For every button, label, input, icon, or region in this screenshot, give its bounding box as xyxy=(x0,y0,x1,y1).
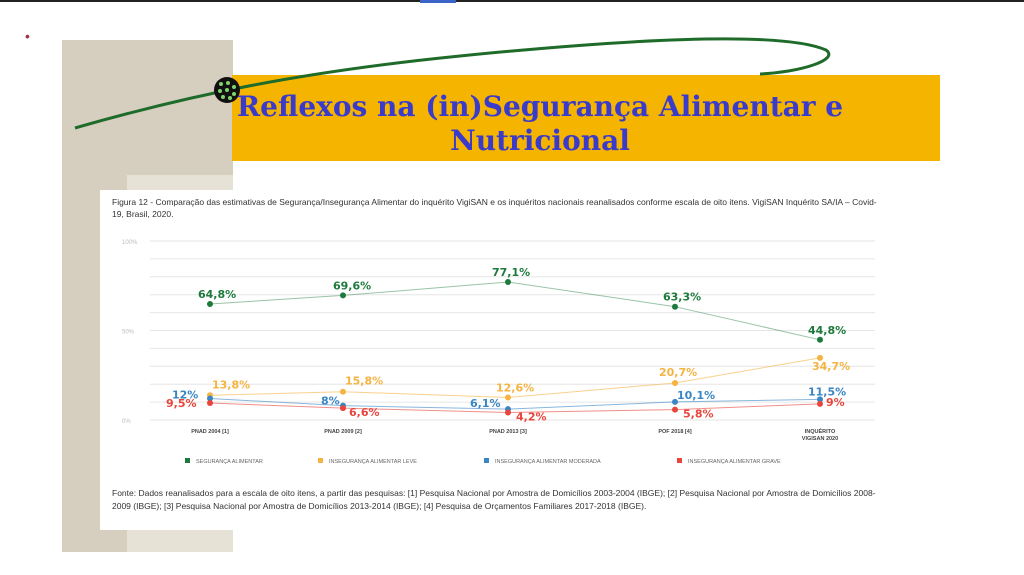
data-label: 12,6% xyxy=(496,381,534,394)
data-label: 9% xyxy=(826,396,845,409)
data-label: 34,7% xyxy=(812,360,850,373)
x-tick-label: PNAD 2004 [1] xyxy=(191,429,229,435)
figure-caption: Figura 12 - Comparação das estimativas d… xyxy=(112,197,877,219)
legend-label: INSEGURANÇA ALIMENTAR MODERADA xyxy=(495,459,601,465)
data-point xyxy=(672,406,678,413)
data-point xyxy=(672,379,678,386)
slide-title: Reflexos na (in)Segurança Alimentar e Nu… xyxy=(140,90,940,158)
slide-bullet: • xyxy=(25,28,30,44)
legend-label: INSEGURANÇA ALIMENTAR LEVE xyxy=(329,459,417,465)
slide-title-line-2: Nutricional xyxy=(450,124,630,157)
top-border-accent xyxy=(420,0,456,3)
data-label: 12% xyxy=(172,389,198,402)
x-tick-label: POF 2018 [4] xyxy=(658,429,691,435)
figure-panel: Figura 12 - Comparação das estimativas d… xyxy=(100,190,885,530)
data-label: 8% xyxy=(321,395,340,408)
legend-label: INSEGURANÇA ALIMENTAR GRAVE xyxy=(688,459,781,465)
data-label: 63,3% xyxy=(663,291,701,304)
data-point xyxy=(672,303,678,310)
legend-swatch xyxy=(185,458,190,463)
top-border-line xyxy=(0,0,1024,2)
data-point xyxy=(817,354,823,361)
data-point xyxy=(505,409,511,416)
x-tick-label: INQUÉRITO xyxy=(805,427,836,435)
data-label: 69,6% xyxy=(333,279,371,292)
data-label: 15,8% xyxy=(345,375,383,388)
slide-title-line-1: Reflexos na (in)Segurança Alimentar e xyxy=(236,90,844,123)
legend-swatch xyxy=(318,458,323,463)
data-point xyxy=(340,292,346,299)
data-point xyxy=(207,395,213,402)
data-point xyxy=(505,394,511,401)
line-chart: 100% 50% 0% PNAD 2004 [1] PNAD 2009 [2] PNAD … xyxy=(122,240,875,465)
data-label: 9,5% xyxy=(166,397,197,410)
x-tick-label: PNAD 2013 [3] xyxy=(489,429,527,435)
data-point xyxy=(207,301,213,308)
legend-label: SEGURANÇA ALIMENTAR xyxy=(196,459,263,465)
series-line xyxy=(209,402,821,413)
series-line xyxy=(209,281,821,341)
data-label: 20,7% xyxy=(659,366,697,379)
decorative-ball-icon xyxy=(214,77,240,103)
data-point xyxy=(505,278,511,285)
data-label: 77,1% xyxy=(492,266,530,279)
y-tick-label: 50% xyxy=(122,330,135,336)
x-tick-label: PNAD 2009 [2] xyxy=(324,429,362,435)
data-label: 6,1% xyxy=(470,397,501,410)
legend-swatch xyxy=(484,458,489,463)
y-tick-label: 100% xyxy=(122,240,138,246)
x-tick-label: VIGISAN 2020 xyxy=(802,436,838,442)
title-banner xyxy=(232,75,940,161)
data-label: 6,6% xyxy=(349,406,380,419)
data-point xyxy=(672,398,678,405)
data-point xyxy=(207,399,213,406)
data-point xyxy=(817,396,823,403)
data-label: 4,2% xyxy=(516,410,547,423)
legend-swatch xyxy=(677,458,682,463)
figure-source: Fonte: Dados reanalisados para a escala … xyxy=(112,488,876,511)
y-tick-label: 0% xyxy=(122,419,131,425)
data-label: 64,8% xyxy=(198,288,236,301)
data-point xyxy=(340,388,346,395)
data-label: 10,1% xyxy=(677,389,715,402)
data-point xyxy=(340,405,346,412)
data-label: 11,5% xyxy=(808,385,846,398)
data-point xyxy=(817,400,823,407)
data-label: 5,8% xyxy=(683,408,714,421)
data-label: 44,8% xyxy=(808,324,846,337)
data-point xyxy=(817,336,823,343)
data-label: 13,8% xyxy=(212,378,250,391)
